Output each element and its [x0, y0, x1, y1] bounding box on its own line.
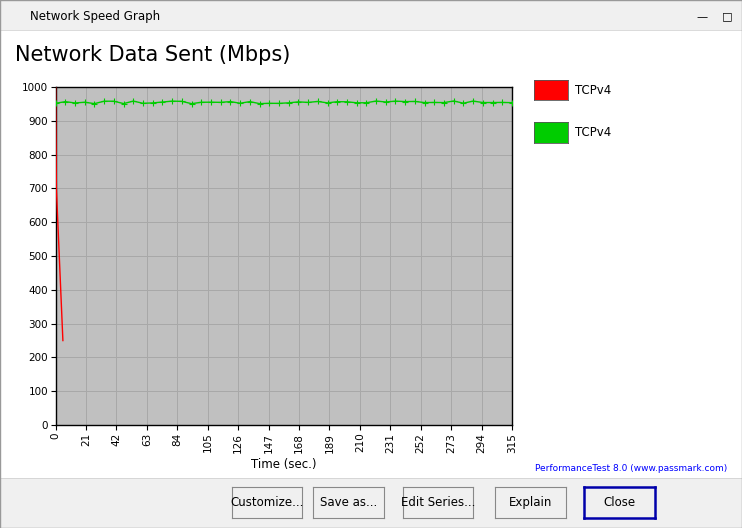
Text: Edit Series...: Edit Series...	[401, 496, 475, 509]
Text: Close: Close	[603, 496, 636, 509]
Text: Explain: Explain	[509, 496, 552, 509]
Text: Network Speed Graph: Network Speed Graph	[30, 10, 160, 23]
Text: Network Data Sent (Mbps): Network Data Sent (Mbps)	[15, 45, 290, 65]
Text: TCPv4: TCPv4	[575, 84, 611, 97]
Text: —    □    ×: — □ ×	[697, 12, 742, 22]
Text: PerformanceTest 8.0 (www.passmark.com): PerformanceTest 8.0 (www.passmark.com)	[535, 464, 727, 473]
X-axis label: Time (sec.): Time (sec.)	[251, 458, 317, 471]
Text: TCPv4: TCPv4	[575, 126, 611, 139]
Text: Save as...: Save as...	[320, 496, 378, 509]
Text: Customize...: Customize...	[231, 496, 303, 509]
